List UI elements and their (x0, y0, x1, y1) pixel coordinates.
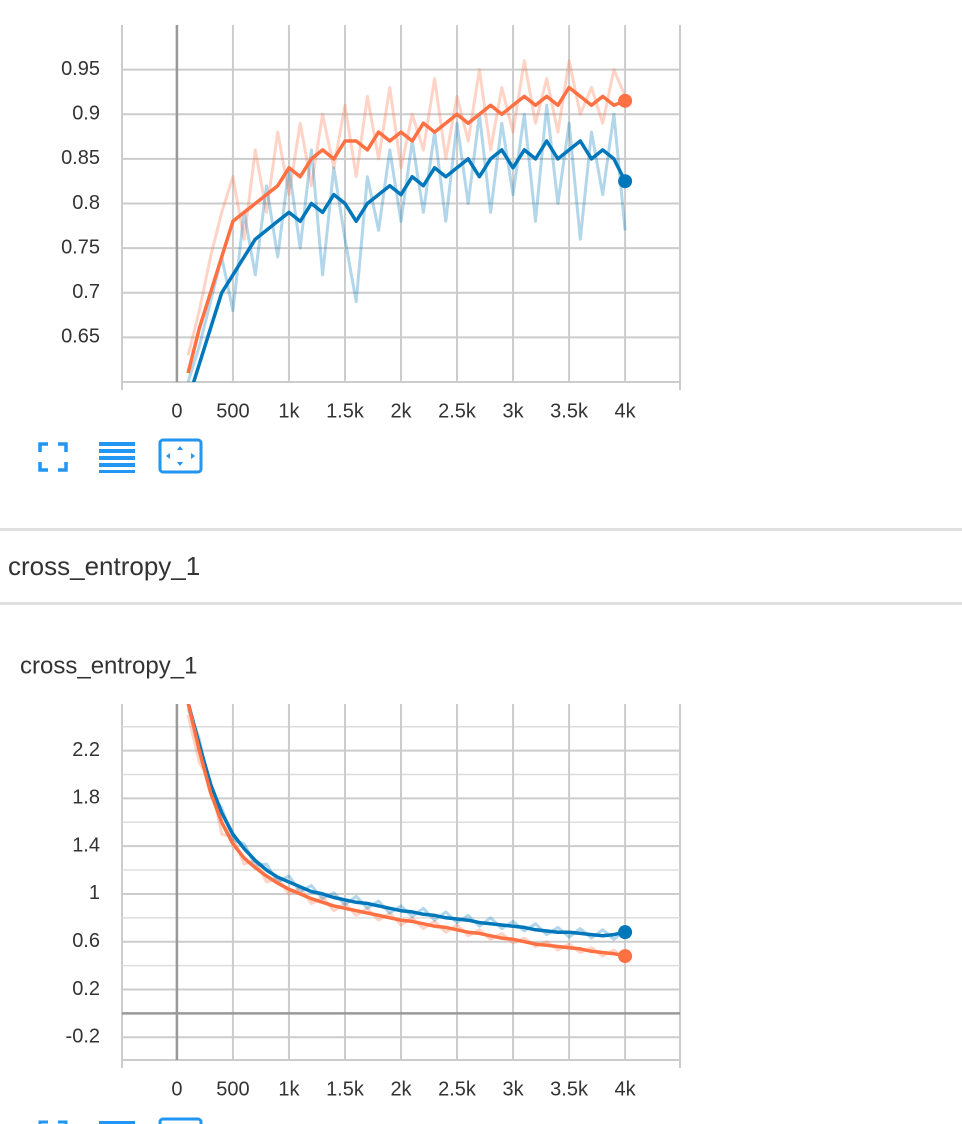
chart-title: cross_entropy_1 (20, 652, 197, 679)
series-line (186, 704, 626, 958)
x-tick-label: 3.5k (550, 1078, 589, 1100)
y-tick-label: 0.85 (61, 147, 100, 169)
y-tick-label: 2.2 (72, 739, 100, 761)
series-line (186, 704, 626, 938)
chart-buttons[interactable] (38, 1117, 203, 1124)
x-tick-label: 2k (390, 1078, 412, 1100)
end-marker (618, 174, 633, 189)
plot-area (186, 704, 627, 960)
y-tick-label: 0.75 (61, 236, 100, 258)
x-tick-label: 1k (278, 400, 300, 422)
x-tick-label: 3k (502, 400, 524, 422)
x-tick-label: 1.5k (326, 1078, 365, 1100)
y-tick-label: 0.95 (61, 58, 100, 80)
plot-area (186, 59, 627, 382)
y-tick-label: 0.6 (72, 930, 100, 952)
x-tick-label: 1.5k (326, 400, 365, 422)
fullscreen-button[interactable] (38, 442, 68, 472)
x-tick-label: 0 (171, 1078, 182, 1100)
y-tick-label: 1 (89, 882, 100, 904)
end-marker (618, 925, 633, 940)
x-tick-label: 500 (216, 400, 249, 422)
separator (0, 528, 962, 531)
end-marker (618, 93, 633, 108)
x-tick-label: 3.5k (550, 400, 589, 422)
fit-domain-button[interactable] (158, 438, 203, 474)
x-tick-label: 500 (216, 1078, 249, 1100)
series-line (186, 103, 627, 382)
y-tick-label: 1.4 (72, 834, 100, 856)
series-line (191, 139, 627, 382)
end-marker (618, 949, 633, 964)
y-tick-label: 0.7 (72, 281, 100, 303)
y-tick-label: 0.8 (72, 192, 100, 214)
x-tick-label: 3k (502, 1078, 524, 1100)
y-tick-label: 1.8 (72, 787, 100, 809)
y-tick-label: 0.2 (72, 978, 100, 1000)
y-tick-label: -0.2 (66, 1026, 100, 1048)
series-line (186, 59, 627, 356)
x-tick-label: 4k (615, 400, 637, 422)
series-line (186, 85, 626, 374)
y-tick-label: 0.65 (61, 326, 100, 348)
x-tick-label: 2.5k (438, 1078, 477, 1100)
x-tick-label: 2.5k (438, 400, 477, 422)
section-title[interactable]: cross_entropy_1 (8, 551, 200, 581)
separator (0, 602, 962, 605)
series-line (186, 708, 627, 941)
x-tick-label: 4k (615, 1078, 637, 1100)
x-tick-label: 0 (171, 400, 182, 422)
y-tick-label: 0.9 (72, 103, 100, 125)
x-tick-label: 1k (278, 1078, 300, 1100)
toggle-log-button[interactable] (99, 442, 135, 473)
x-tick-label: 2k (390, 400, 412, 422)
